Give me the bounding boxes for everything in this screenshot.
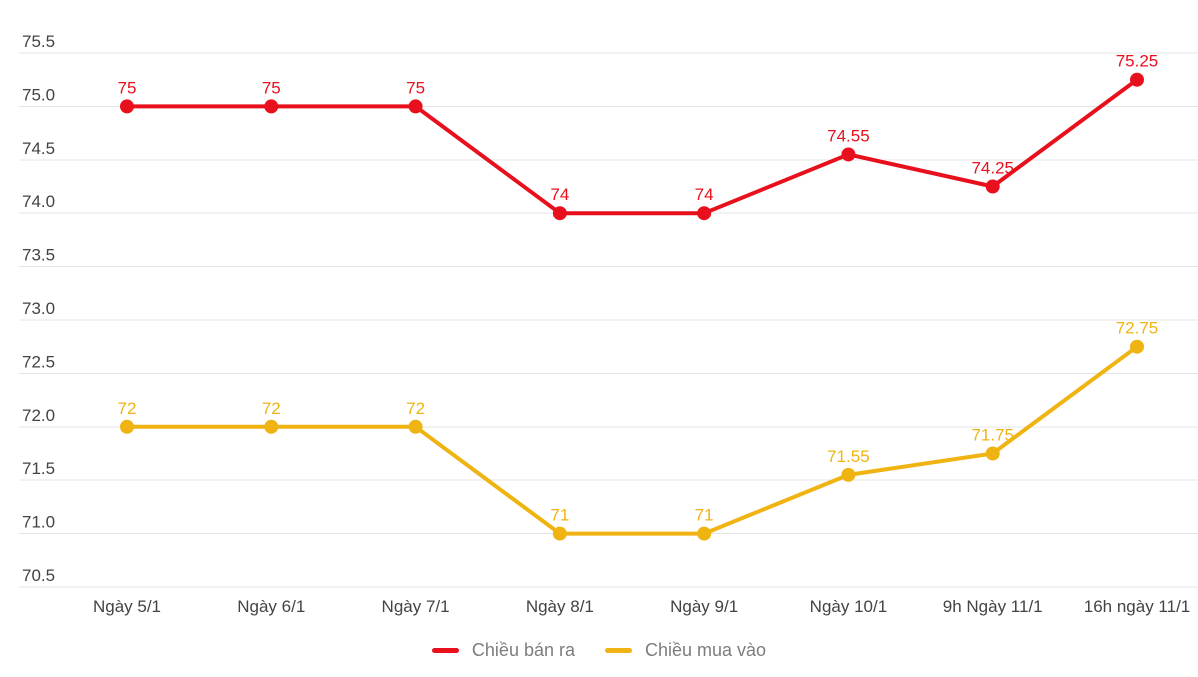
data-point-marker[interactable] — [841, 467, 856, 482]
legend-line-marker-yellow — [605, 648, 632, 653]
data-point-marker[interactable] — [841, 147, 856, 162]
data-point-label: 71 — [550, 506, 569, 525]
y-axis-tick-label: 75.0 — [22, 85, 55, 104]
chart-legend: Chiều bán ra Chiều mua vào — [0, 640, 1198, 661]
data-point-marker[interactable] — [552, 526, 567, 541]
data-point-marker[interactable] — [697, 206, 712, 221]
data-point-label: 72.75 — [1116, 319, 1159, 338]
data-point-label: 75 — [262, 78, 281, 97]
y-axis-tick-label: 74.5 — [22, 139, 55, 158]
data-point-label: 74 — [695, 185, 714, 204]
legend-item-chieu-ban-ra[interactable]: Chiều bán ra — [431, 640, 575, 661]
y-axis-tick-label: 70.5 — [22, 566, 55, 585]
x-axis-label: Ngày 7/1 — [382, 597, 450, 616]
legend-line-marker-red — [431, 648, 459, 653]
data-point-marker[interactable] — [1130, 72, 1144, 87]
data-point-label: 74 — [550, 185, 569, 204]
series-line — [125, 344, 1139, 536]
y-axis-tick-label: 71.0 — [22, 513, 55, 532]
x-axis-label: 16h ngày 11/1 — [1084, 597, 1191, 616]
data-point-label: 72 — [262, 399, 281, 418]
data-point-label: 71.75 — [971, 426, 1014, 445]
data-point-marker[interactable] — [120, 99, 134, 114]
data-point-label: 74.55 — [827, 126, 870, 145]
y-axis-tick-label: 75.5 — [22, 32, 55, 51]
x-axis-label: 9h Ngày 11/1 — [943, 597, 1043, 616]
data-point-label: 74.25 — [971, 159, 1014, 178]
x-axis-label: Ngày 5/1 — [93, 597, 161, 616]
data-point-marker[interactable] — [120, 419, 134, 434]
y-axis-tick-label: 71.5 — [22, 459, 55, 478]
data-point-label: 72 — [406, 399, 425, 418]
data-point-label: 75 — [118, 78, 137, 97]
y-axis-tick-label: 72.0 — [22, 406, 55, 425]
y-axis-tick-label: 74.0 — [22, 192, 55, 211]
y-axis-tick-label: 73.5 — [22, 246, 55, 265]
chart-plot-area: 75.5 75.0 74.5 74.0 73.5 73.0 72.5 72.0 71.5 71.0… — [19, 32, 1198, 616]
data-point-marker[interactable] — [264, 99, 279, 114]
x-axis-label: Ngày 10/1 — [810, 597, 888, 616]
x-axis-label: Ngày 6/1 — [237, 597, 305, 616]
x-axis-label: Ngày 9/1 — [670, 597, 738, 616]
legend-item-chieu-mua-vao[interactable]: Chiều mua vào — [605, 640, 766, 661]
data-point-marker[interactable] — [697, 526, 712, 541]
data-point-marker[interactable] — [985, 446, 1000, 461]
data-point-marker[interactable] — [408, 99, 423, 114]
legend-label-chieu-ban-ra: Chiều bán ra — [471, 640, 575, 660]
data-point-label: 71.55 — [827, 447, 870, 466]
y-axis-tick-label: 73.0 — [22, 299, 55, 318]
data-point-label: 71 — [695, 506, 714, 525]
data-point-marker[interactable] — [264, 419, 279, 434]
data-point-label: 75 — [406, 78, 425, 97]
series-line — [125, 77, 1139, 216]
y-axis-tick-label: 72.5 — [22, 352, 55, 371]
data-point-marker[interactable] — [408, 419, 423, 434]
data-point-label: 75.25 — [1116, 52, 1159, 71]
data-point-marker[interactable] — [552, 206, 567, 221]
data-point-label: 72 — [118, 399, 137, 418]
data-point-marker[interactable] — [1130, 339, 1144, 354]
x-axis-label: Ngày 8/1 — [526, 597, 594, 616]
data-point-marker[interactable] — [985, 179, 1000, 194]
legend-label-chieu-mua-vao: Chiều mua vào — [645, 640, 767, 660]
